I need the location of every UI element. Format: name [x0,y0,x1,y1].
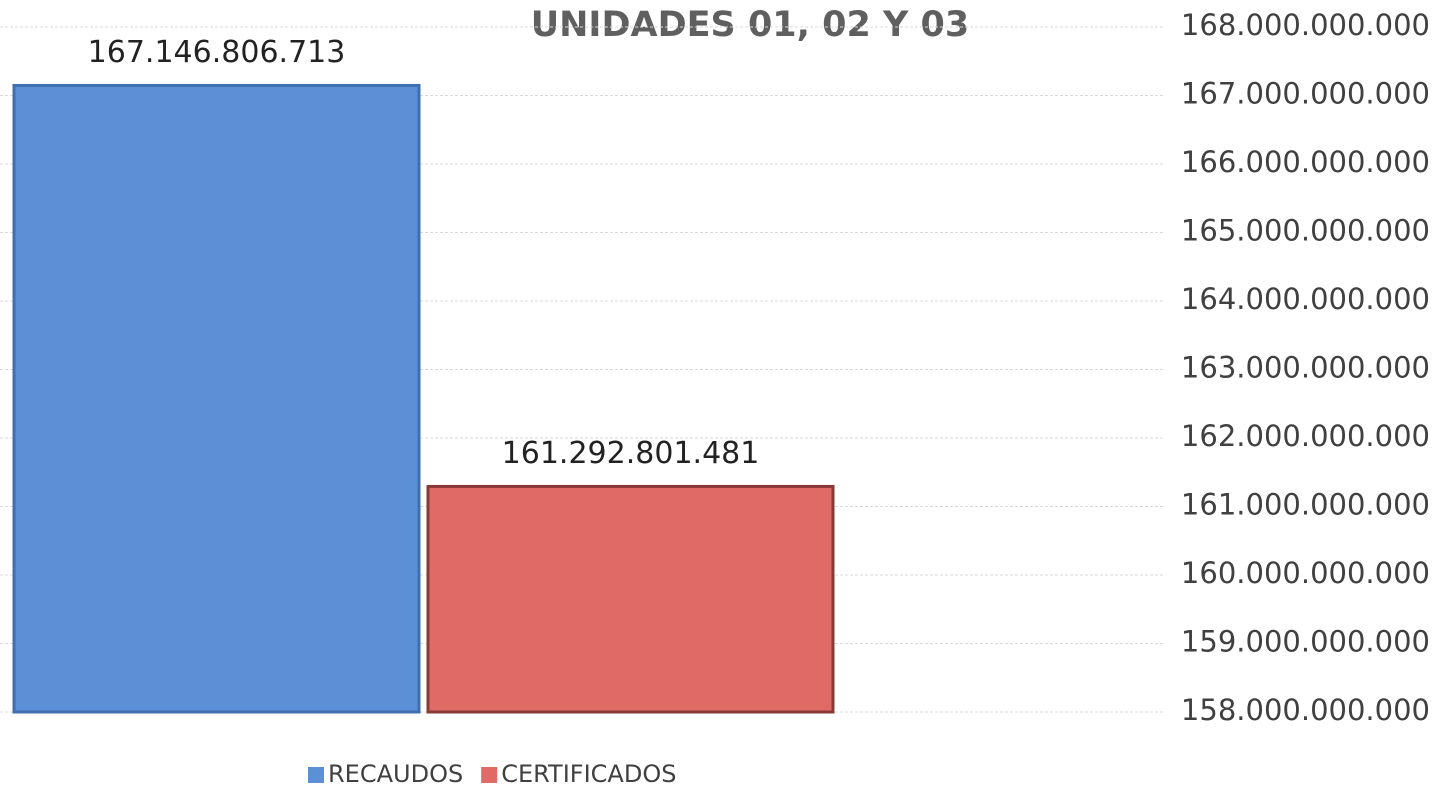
y-tick-label: 163.000.000.000 [1181,351,1430,385]
y-tick-label: 160.000.000.000 [1181,556,1430,590]
legend-swatch [481,767,498,783]
legend-swatch [308,767,324,783]
y-tick-label: 166.000.000.000 [1181,145,1430,179]
y-tick-label: 158.000.000.000 [1181,693,1430,727]
legend-label: RECAUDOS [328,760,463,788]
bar [12,83,421,714]
chart-title: UNIDADES 01, 02 Y 03 [531,5,970,45]
y-tick-label: 167.000.000.000 [1181,77,1430,111]
y-tick-label: 165.000.000.000 [1181,214,1430,248]
legend-label: CERTIFICADOS [501,760,676,788]
data-label: 161.292.801.481 [502,436,760,471]
y-tick-label: 162.000.000.000 [1181,419,1430,453]
y-tick-label: 161.000.000.000 [1181,488,1430,522]
bar [426,484,835,714]
y-tick-label: 159.000.000.000 [1181,625,1430,659]
data-label: 167.146.806.713 [88,35,346,70]
y-tick-label: 168.000.000.000 [1181,8,1430,42]
y-tick-label: 164.000.000.000 [1181,282,1430,316]
